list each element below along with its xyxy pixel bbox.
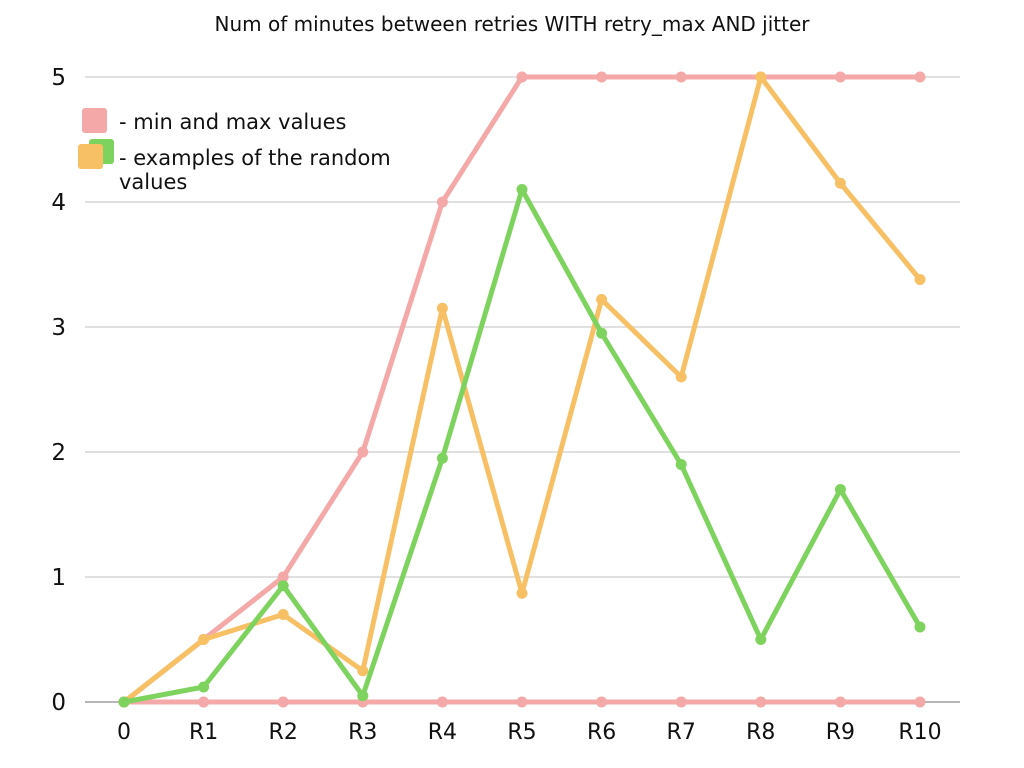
data-point bbox=[675, 371, 687, 383]
y-tick-label: 3 bbox=[51, 315, 66, 341]
series-group bbox=[118, 71, 926, 708]
data-point bbox=[277, 696, 289, 708]
data-point bbox=[516, 696, 528, 708]
series-1 bbox=[118, 696, 926, 708]
y-tick-label: 2 bbox=[51, 440, 66, 466]
data-point bbox=[675, 696, 687, 708]
x-axis-ticks: 0 R1 R2 R3 R4 R5 R6 R7 R8 R9 R10 bbox=[117, 720, 942, 745]
x-tick-label: R9 bbox=[826, 720, 855, 745]
data-point bbox=[277, 580, 289, 592]
series-3 bbox=[118, 184, 926, 708]
data-point bbox=[914, 621, 926, 633]
data-point bbox=[198, 634, 210, 645]
data-point bbox=[834, 696, 846, 708]
data-point bbox=[596, 71, 608, 83]
data-point bbox=[198, 696, 210, 708]
y-tick-label: 1 bbox=[51, 565, 66, 591]
chart-title: Num of minutes between retries WITH retr… bbox=[215, 12, 811, 36]
x-tick-label: R8 bbox=[746, 720, 775, 745]
data-point bbox=[436, 196, 448, 208]
data-point bbox=[834, 71, 846, 83]
legend-label-random-line2: values bbox=[119, 170, 187, 194]
data-point bbox=[118, 696, 130, 708]
data-point bbox=[914, 71, 926, 83]
data-point bbox=[516, 71, 528, 83]
x-tick-label: R5 bbox=[507, 720, 536, 745]
data-point bbox=[596, 327, 608, 339]
data-point bbox=[357, 690, 369, 702]
x-tick-label: R1 bbox=[189, 720, 218, 745]
x-tick-label: R6 bbox=[587, 720, 616, 745]
legend: - min and max values - examples of the r… bbox=[78, 108, 391, 194]
data-point bbox=[914, 696, 926, 708]
data-point bbox=[914, 274, 926, 285]
x-tick-label: 0 bbox=[117, 720, 131, 745]
data-point bbox=[755, 634, 767, 645]
data-point bbox=[277, 609, 289, 620]
data-point bbox=[675, 459, 687, 470]
y-tick-label: 5 bbox=[51, 65, 66, 91]
legend-swatch-min-max bbox=[82, 108, 107, 133]
data-point bbox=[198, 681, 210, 693]
data-point bbox=[834, 484, 846, 495]
legend-swatch-random-orange bbox=[78, 144, 103, 169]
y-axis-ticks: 0 1 2 3 4 5 bbox=[51, 65, 66, 716]
data-point bbox=[436, 302, 448, 314]
x-tick-label: R10 bbox=[898, 720, 941, 745]
data-point bbox=[596, 294, 608, 305]
data-point bbox=[357, 665, 369, 677]
data-point bbox=[755, 696, 767, 708]
data-point bbox=[357, 446, 369, 458]
y-tick-label: 4 bbox=[51, 190, 66, 216]
data-point bbox=[516, 587, 528, 599]
data-point bbox=[675, 71, 687, 83]
data-point bbox=[516, 184, 528, 195]
x-tick-label: R7 bbox=[667, 720, 696, 745]
series-0 bbox=[118, 71, 926, 708]
series-line bbox=[121, 74, 923, 705]
y-tick-label: 0 bbox=[51, 690, 66, 716]
x-tick-label: R3 bbox=[348, 720, 377, 745]
data-point bbox=[436, 452, 448, 464]
data-point bbox=[834, 177, 846, 189]
legend-label-min-max: - min and max values bbox=[119, 110, 346, 134]
data-point bbox=[277, 571, 289, 583]
legend-label-random-line1: - examples of the random bbox=[119, 146, 391, 170]
data-point bbox=[596, 696, 608, 708]
x-tick-label: R2 bbox=[269, 720, 298, 745]
x-tick-label: R4 bbox=[428, 720, 457, 745]
data-point bbox=[436, 696, 448, 708]
data-point bbox=[755, 71, 767, 83]
